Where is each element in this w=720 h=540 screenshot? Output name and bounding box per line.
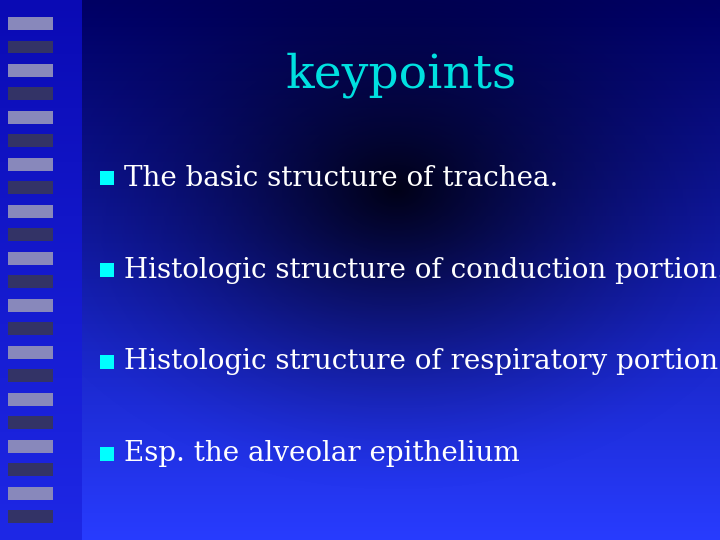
Bar bbox=[8, 228, 53, 241]
Bar bbox=[8, 440, 53, 453]
Bar bbox=[8, 17, 53, 30]
Bar bbox=[8, 369, 53, 382]
Bar bbox=[100, 171, 114, 185]
Text: Histologic structure of respiratory portion.: Histologic structure of respiratory port… bbox=[124, 348, 720, 375]
Text: Esp. the alveolar epithelium: Esp. the alveolar epithelium bbox=[124, 440, 520, 467]
Bar bbox=[8, 134, 53, 147]
Bar bbox=[8, 158, 53, 171]
Bar bbox=[8, 487, 53, 500]
Bar bbox=[8, 275, 53, 288]
Bar bbox=[8, 299, 53, 312]
Text: The basic structure of trachea.: The basic structure of trachea. bbox=[124, 165, 559, 192]
Bar bbox=[8, 64, 53, 77]
Bar bbox=[8, 40, 53, 53]
Bar bbox=[8, 252, 53, 265]
Bar bbox=[8, 111, 53, 124]
Text: Histologic structure of conduction portion.: Histologic structure of conduction porti… bbox=[124, 256, 720, 284]
Bar bbox=[100, 447, 114, 461]
Bar bbox=[8, 87, 53, 100]
Bar bbox=[100, 263, 114, 277]
Bar bbox=[8, 205, 53, 218]
Bar bbox=[8, 346, 53, 359]
Bar bbox=[100, 355, 114, 369]
Text: keypoints: keypoints bbox=[285, 53, 517, 98]
Bar bbox=[8, 181, 53, 194]
Bar bbox=[8, 510, 53, 523]
Bar bbox=[8, 463, 53, 476]
Bar bbox=[8, 322, 53, 335]
Bar bbox=[8, 416, 53, 429]
Bar bbox=[8, 393, 53, 406]
